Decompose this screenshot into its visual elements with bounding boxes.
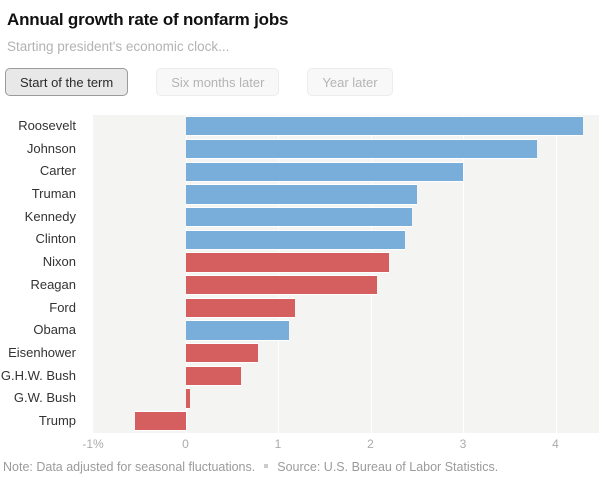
bar-trump [134, 411, 186, 432]
x-tick-label: -1% [82, 436, 104, 451]
bar-track [93, 274, 599, 297]
president-label: G.W. Bush [13, 390, 76, 406]
x-tick-label: 1 [274, 436, 282, 451]
president-label: Carter [39, 163, 76, 179]
chart-row: Truman [0, 183, 605, 206]
x-axis: -1% 0 1 2 3 4 [82, 433, 599, 453]
bar-roosevelt [185, 116, 584, 137]
bar-g-h-w-bush [185, 365, 241, 387]
bar-truman [185, 184, 417, 205]
president-label: G.H.W. Bush [0, 367, 76, 383]
gridline-1 [278, 115, 279, 433]
bar-track [93, 387, 599, 410]
president-label: Obama [33, 322, 76, 338]
bar-track [93, 183, 599, 206]
x-tick-label: 0 [182, 436, 189, 451]
note-text: Note: Data adjusted for seasonal fluctua… [3, 459, 256, 474]
bar-track [93, 251, 599, 274]
tab-year-later[interactable]: Year later [307, 68, 393, 96]
chart-row: Eisenhower [0, 342, 605, 365]
president-label: Reagan [30, 276, 76, 292]
president-label: Ford [49, 299, 76, 315]
chart-row: Ford [0, 297, 605, 320]
chart-row: Carter [0, 160, 605, 183]
bar-chart: Roosevelt Johnson Carter Truman Kennedy Clint… [0, 115, 605, 453]
bar-track [93, 160, 599, 183]
president-label: Clinton [35, 231, 76, 247]
bar-clinton [185, 229, 405, 250]
bar-track [93, 342, 599, 365]
x-tick-label: 2 [367, 436, 374, 451]
bar-track [93, 410, 599, 433]
president-label: Truman [31, 186, 76, 202]
gridline-4 [555, 115, 557, 433]
bar-track [93, 206, 599, 229]
president-label: Nixon [42, 254, 76, 270]
tab-start-of-the-term[interactable]: Start of the term [5, 68, 129, 96]
separator-bullet-icon [264, 464, 269, 469]
chart-row: Obama [0, 319, 605, 342]
bar-track [93, 365, 599, 388]
bar-track [93, 138, 599, 161]
page-title: Annual growth rate of nonfarm jobs [7, 10, 289, 29]
gridline-2 [370, 115, 372, 433]
chart-card: Annual growth rate of nonfarm jobs Start… [0, 9, 605, 482]
bar-carter [185, 161, 463, 182]
chart-row: Reagan [0, 274, 605, 297]
footnote: Note: Data adjusted for seasonal fluctua… [3, 460, 605, 475]
gridline-3 [463, 115, 465, 433]
bar-track [93, 297, 599, 320]
x-tick-label: 4 [552, 436, 559, 451]
chart-rows: Roosevelt Johnson Carter Truman Kennedy Clint… [0, 115, 605, 433]
chart-subtitle: Starting president's economic clock... [7, 39, 230, 54]
chart-row: Nixon [0, 251, 605, 274]
chart-row: Johnson [0, 138, 605, 161]
chart-row: Roosevelt [0, 115, 605, 138]
chart-row: G.W. Bush [0, 387, 605, 410]
bar-nixon [185, 252, 389, 273]
chart-row: Clinton [0, 228, 605, 251]
gridline-0 [185, 115, 187, 433]
president-label: Johnson [26, 140, 76, 156]
president-label: Kennedy [24, 208, 76, 224]
bar-track [93, 319, 599, 342]
bar-reagan [185, 275, 377, 296]
bar-johnson [185, 138, 538, 160]
president-label: Roosevelt [18, 118, 76, 133]
president-label: Eisenhower [8, 344, 76, 360]
tab-bar: Start of the term Six months later Year la… [5, 68, 605, 96]
president-label: Trump [38, 412, 76, 428]
bar-track [93, 228, 599, 251]
chart-row: Kennedy [0, 206, 605, 229]
bar-kennedy [185, 206, 413, 228]
bar-eisenhower [185, 343, 258, 364]
x-tick-label: 3 [459, 436, 467, 451]
chart-row: G.H.W. Bush [0, 365, 605, 388]
bar-track [93, 115, 599, 138]
bar-ford [185, 297, 295, 318]
tab-six-months-later[interactable]: Six months later [156, 68, 280, 96]
bar-obama [185, 320, 290, 341]
bar-g-w-bush [185, 388, 191, 409]
source-text: Source: U.S. Bureau of Labor Statistics. [277, 459, 499, 474]
chart-row: Trump [0, 410, 605, 433]
